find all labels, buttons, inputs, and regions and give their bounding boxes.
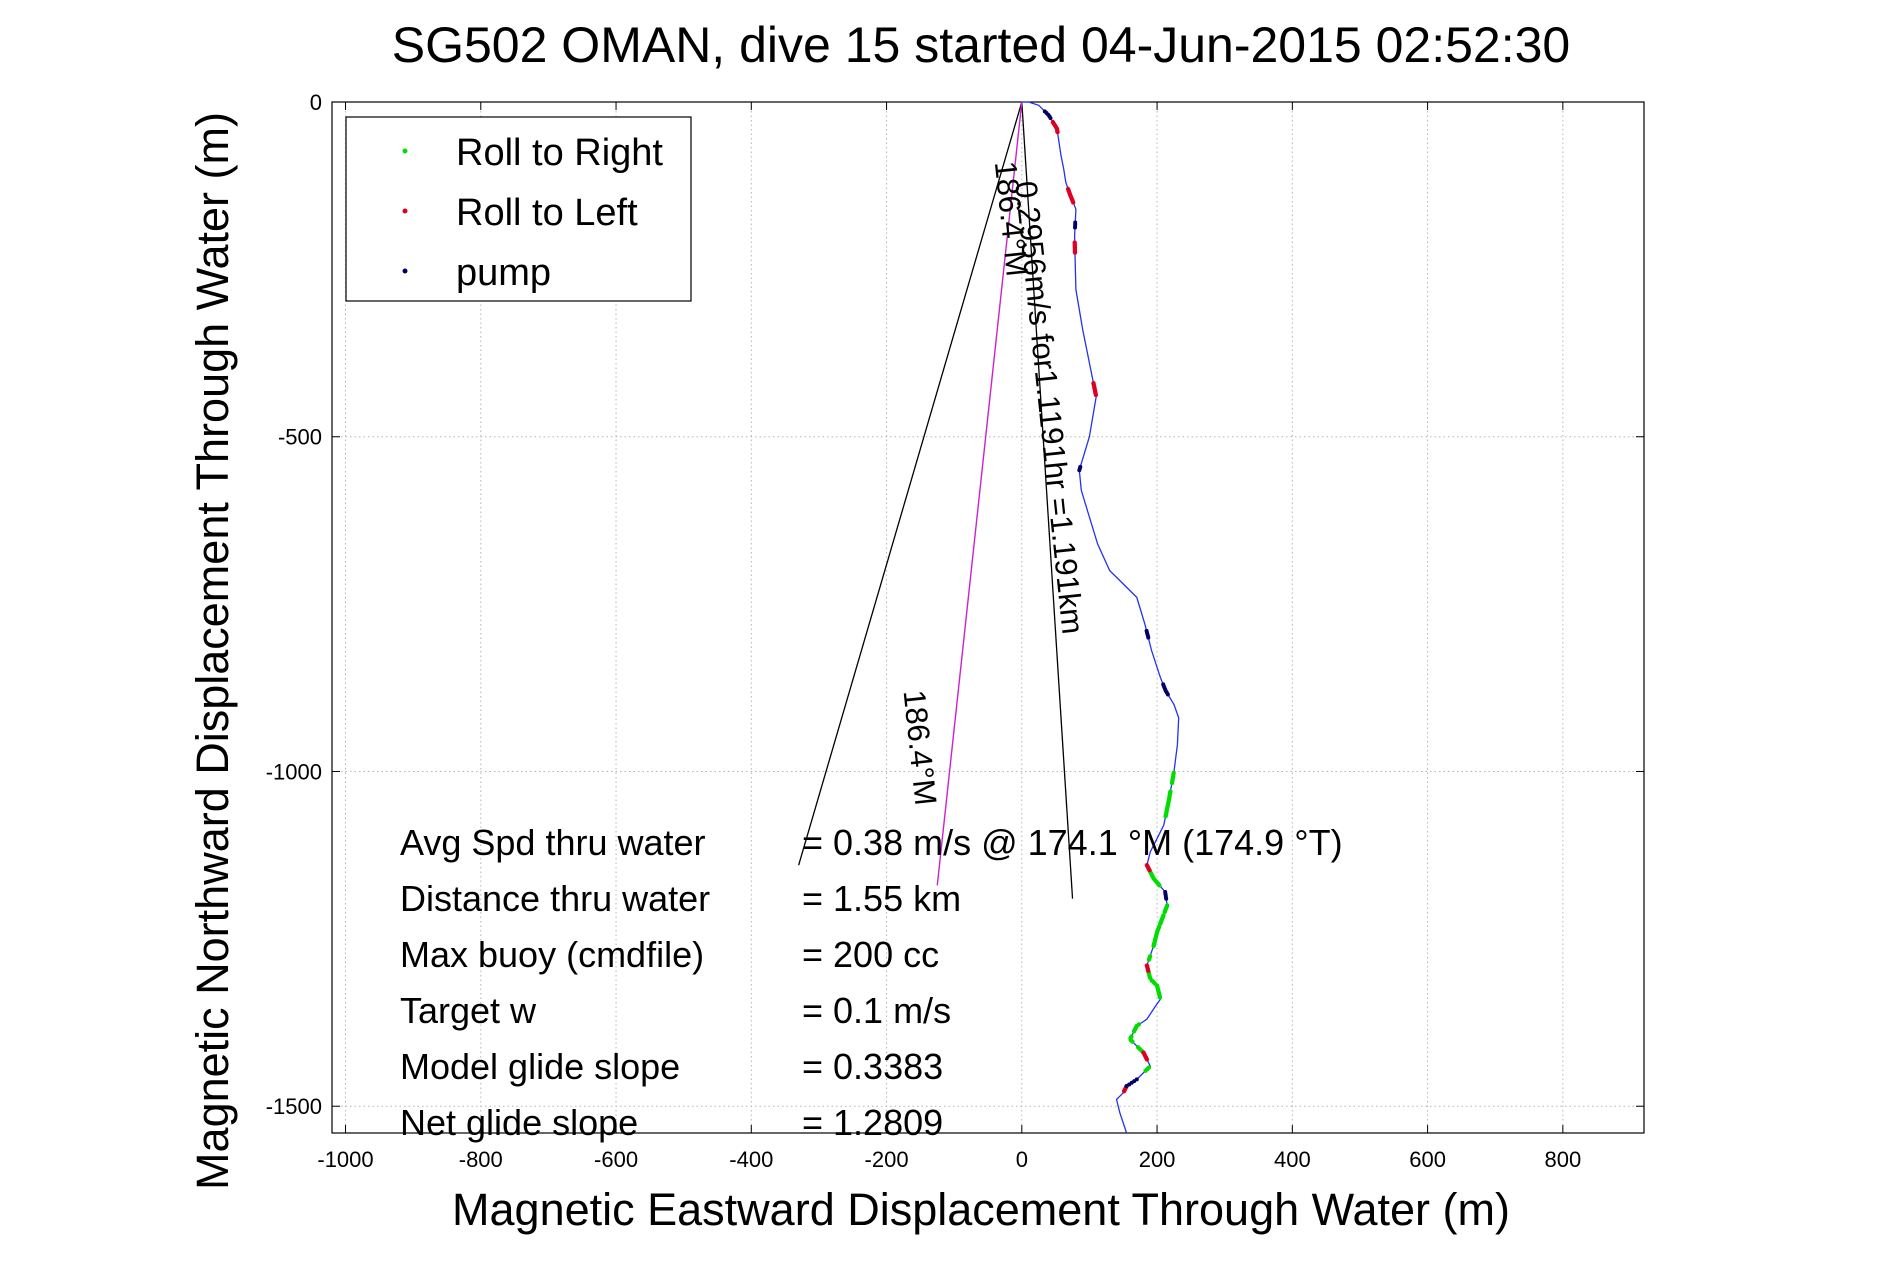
roll-left-point [1147,868,1152,873]
y-tick-label: -500 [278,425,322,450]
y-tick-label: 0 [310,90,322,115]
roll-right-point [1163,814,1168,819]
vector-annotation: 186.4°M [897,688,944,807]
x-tick-label: -200 [865,1147,909,1172]
stat-value: = 1.55 km [802,878,961,919]
x-tick-label: -400 [729,1147,773,1172]
stat-value: = 0.1 m/s [802,990,951,1031]
roll-left-point [1072,250,1078,255]
x-tick-label: -800 [459,1147,503,1172]
x-tick-label: 400 [1274,1147,1311,1172]
stat-label: Net glide slope [400,1102,638,1143]
x-tick-label: -1000 [317,1147,373,1172]
roll-left-point [1121,1089,1127,1094]
roll-right-point [1143,1068,1148,1073]
cone-lines [798,101,1074,899]
roll-right-point [1157,883,1162,888]
pump-point [1048,116,1053,121]
roll-right-point [1130,1039,1135,1044]
current-vector [936,101,1023,886]
legend-label: Roll to Right [456,132,663,174]
cone-line [798,101,1023,866]
x-tick-labels: -1000 -800 -600 -400 -200 0 200 400 600 800 [317,1147,1581,1172]
roll-right-series [1128,770,1176,1073]
roll-left-point [1144,1057,1150,1062]
x-tick-label: 0 [1016,1147,1028,1172]
vector-annotation: 186.4°M [988,159,1035,278]
x-tick-label: 800 [1544,1147,1581,1172]
x-axis-label: Magnetic Eastward Displacement Through W… [452,1184,1510,1235]
roll-left-point [1093,392,1099,398]
plot-area [331,101,1645,1134]
pump-point [1164,896,1169,901]
roll-right-point [1162,909,1167,915]
stat-label: Avg Spd thru water [400,822,706,863]
legend: Roll to Right Roll to Left pump [345,116,692,302]
x-tick-label: 600 [1409,1147,1446,1172]
legend-marker [402,148,408,154]
legend-label: Roll to Left [456,192,638,234]
roll-right-point [1157,995,1163,1000]
stat-label: Distance thru water [400,878,710,919]
y-tick-labels: 0 -500 -1000 -1500 [266,90,322,1119]
roll-left-point [1055,129,1060,135]
pump-point [1073,225,1077,230]
stat-label: Target w [400,990,537,1031]
pump-point [1077,468,1082,473]
pump-point [1146,635,1151,640]
stat-value: = 0.3383 [802,1046,943,1087]
stat-label: Model glide slope [400,1046,680,1087]
stat-value: = 1.2809 [802,1102,943,1143]
roll-right-point [1146,957,1152,962]
pump-point [1165,692,1170,697]
y-tick-label: -1500 [266,1094,322,1119]
legend-marker [402,208,408,214]
dive-statistics: Avg Spd thru water = 0.38 m/s @ 174.1 °M … [400,822,1343,1143]
x-tick-label: -600 [594,1147,638,1172]
x-tick-label: 200 [1139,1147,1176,1172]
stat-label: Max buoy (cmdfile) [400,934,704,975]
y-tick-label: -1000 [266,759,322,784]
legend-marker [402,268,408,274]
roll-right-point [1151,943,1156,949]
pump-point [1124,1084,1129,1089]
roll-left-point [1146,968,1151,973]
vector-annotations: 0.2956m/s for1.1191hr =1.191km186.4°M186… [897,159,1091,807]
roll-right-point [1169,780,1175,786]
stat-value: = 0.38 m/s @ 174.1 °M (174.9 °T) [802,822,1343,863]
stat-value: = 200 cc [802,934,939,975]
roll-right-point [1131,1029,1137,1034]
axis-ticks [332,101,1644,1133]
legend-label: pump [456,252,551,294]
current-vector-line [936,101,1023,886]
y-axis-label: Magnetic Northward Displacement Through … [187,112,238,1190]
chart-title: SG502 OMAN, dive 15 started 04-Jun-2015 … [392,17,1571,73]
pump-series [1042,109,1170,1089]
cone-line [1021,101,1074,899]
roll-left-point [1071,200,1076,205]
